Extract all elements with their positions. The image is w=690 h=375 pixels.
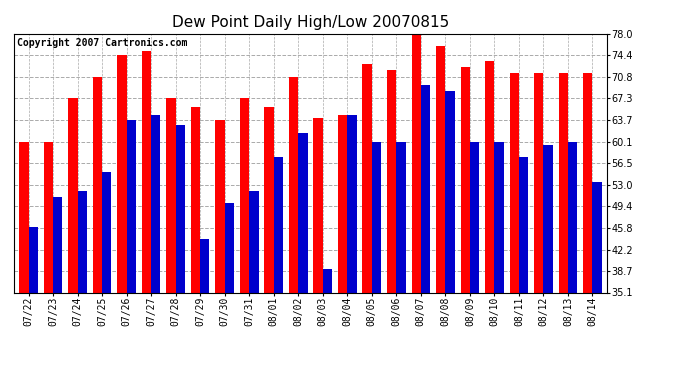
- Bar: [289, 77, 298, 375]
- Bar: [593, 182, 602, 375]
- Bar: [362, 64, 372, 375]
- Bar: [421, 85, 430, 375]
- Bar: [534, 73, 544, 375]
- Bar: [68, 98, 77, 375]
- Bar: [470, 142, 479, 375]
- Bar: [19, 142, 28, 375]
- Bar: [568, 142, 578, 375]
- Bar: [544, 146, 553, 375]
- Bar: [126, 120, 136, 375]
- Bar: [411, 34, 421, 375]
- Text: Copyright 2007 Cartronics.com: Copyright 2007 Cartronics.com: [17, 38, 187, 48]
- Bar: [200, 239, 210, 375]
- Bar: [510, 73, 519, 375]
- Bar: [249, 190, 259, 375]
- Bar: [191, 107, 200, 375]
- Bar: [166, 98, 176, 375]
- Bar: [485, 61, 495, 375]
- Bar: [142, 51, 151, 375]
- Bar: [583, 73, 593, 375]
- Bar: [519, 158, 529, 375]
- Bar: [102, 172, 111, 375]
- Bar: [387, 70, 396, 375]
- Bar: [445, 91, 455, 375]
- Bar: [313, 118, 323, 375]
- Bar: [347, 115, 357, 375]
- Bar: [53, 196, 62, 375]
- Bar: [77, 190, 87, 375]
- Bar: [28, 227, 38, 375]
- Bar: [215, 120, 225, 375]
- Bar: [436, 46, 445, 375]
- Bar: [559, 73, 568, 375]
- Bar: [396, 142, 406, 375]
- Bar: [176, 125, 185, 375]
- Bar: [240, 98, 249, 375]
- Bar: [298, 133, 308, 375]
- Bar: [117, 56, 126, 375]
- Bar: [43, 142, 53, 375]
- Bar: [338, 115, 347, 375]
- Bar: [274, 158, 283, 375]
- Bar: [151, 115, 161, 375]
- Bar: [460, 67, 470, 375]
- Bar: [225, 202, 234, 375]
- Bar: [495, 142, 504, 375]
- Bar: [92, 77, 102, 375]
- Bar: [264, 107, 274, 375]
- Title: Dew Point Daily High/Low 20070815: Dew Point Daily High/Low 20070815: [172, 15, 449, 30]
- Bar: [323, 269, 332, 375]
- Bar: [372, 142, 381, 375]
